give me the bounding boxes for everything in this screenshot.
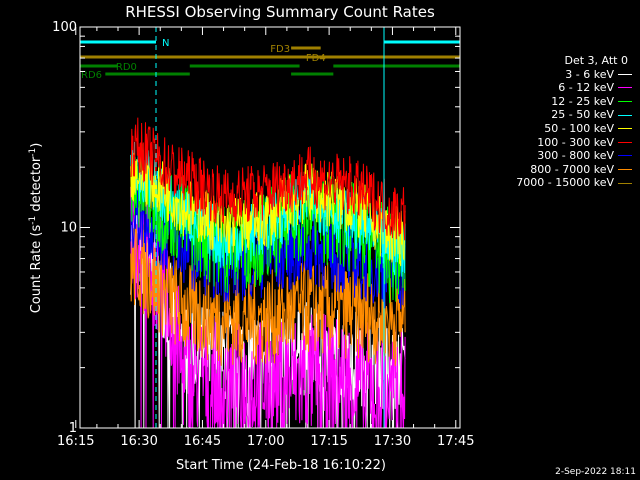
legend-entry: 25 - 50 keV [486,108,632,122]
axes-layer: 1 10 100 16:15 16:30 16:45 17:00 17:15 17:30 17:4… [52,20,474,449]
legend-entry: 12 - 25 keV [486,95,632,109]
annotation-rd6: RD6 [81,70,102,81]
y-tick-label: 100 [52,20,77,35]
legend-entry: 50 - 100 keV [486,122,632,136]
x-tick-label: 16:15 [57,434,94,449]
legend-entry: 6 - 12 keV [486,81,632,95]
legend-label: 7000 - 15000 keV [516,176,614,190]
legend-label: 3 - 6 keV [565,67,614,81]
legend-swatch [618,169,632,171]
legend: Det 3, Att 0 3 - 6 keV 6 - 12 keV 12 - 25 … [486,54,632,190]
y-axis-label: Count Rate (s-1 detector-1) [28,143,44,314]
legend-rows: 3 - 6 keV 6 - 12 keV 12 - 25 keV 25 - 50 ke… [486,68,632,190]
legend-label: 25 - 50 keV [551,108,614,122]
x-tick-label: 17:30 [374,434,411,449]
series-line-100-300kev [130,117,406,241]
series-line-800-7000kev [130,221,406,366]
legend-entry: 300 - 800 keV [486,149,632,163]
legend-entry: 3 - 6 keV [486,68,632,82]
annotation-rd0: RD0 [116,62,137,73]
x-tick-label: 17:45 [437,434,474,449]
legend-swatch [618,114,632,116]
data-layer [130,117,406,429]
legend-label: 100 - 300 keV [537,135,614,149]
legend-label: 800 - 7000 keV [530,162,614,176]
x-axis-label: Start Time (24-Feb-18 16:10:22) [176,458,386,473]
annotation-fd4: FD4 [306,53,326,64]
legend-label: 50 - 100 keV [544,121,614,135]
legend-title: Det 3, Att 0 [564,54,629,67]
x-tick-label: 16:30 [120,434,157,449]
legend-label: 6 - 12 keV [558,81,614,95]
generated-timestamp: 2-Sep-2022 18:11 [555,467,636,477]
legend-swatch [618,101,632,103]
series-line-6-12kev [130,178,406,429]
chart-title: RHESSI Observing Summary Count Rates [125,3,435,21]
legend-swatch [618,155,632,157]
legend-entry: 100 - 300 keV [486,136,632,150]
legend-entry: 7000 - 15000 keV [486,176,632,190]
x-tick-label: 17:00 [247,434,284,449]
legend-swatch [618,182,632,184]
annotation-n: N [162,38,169,49]
legend-swatch [618,87,632,89]
y-tick-label: 1 [69,421,77,436]
annotation-fd3: FD3 [270,44,290,55]
legend-label: 300 - 800 keV [537,149,614,163]
legend-swatch [618,128,632,130]
legend-entry: 800 - 7000 keV [486,163,632,177]
legend-swatch [618,73,632,75]
legend-swatch [618,141,632,143]
legend-label: 12 - 25 keV [551,94,614,108]
x-tick-label: 17:15 [310,434,347,449]
x-tick-label: 16:45 [184,434,221,449]
y-tick-label: 10 [60,221,77,236]
